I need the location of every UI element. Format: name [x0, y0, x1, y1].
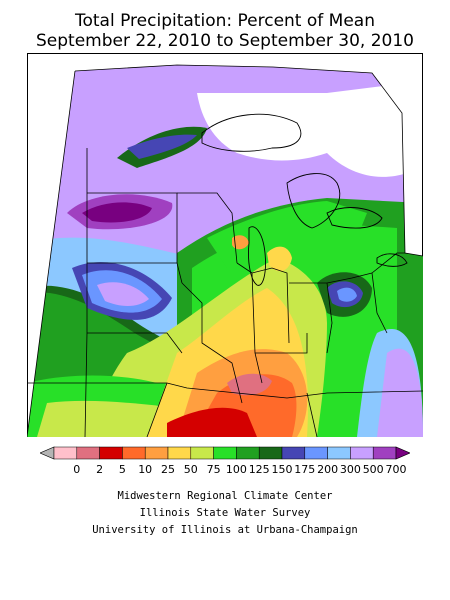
- state-boundaries: [27, 64, 423, 437]
- credit-line-1: Midwestern Regional Climate Center: [117, 490, 333, 502]
- legend-swatch: [53, 446, 78, 460]
- legend-swatch: [281, 446, 306, 460]
- legend-swatch: [144, 446, 169, 460]
- legend-tick-label: 5: [118, 463, 126, 476]
- legend-tick-label: 50: [183, 463, 198, 476]
- legend-swatch: [190, 446, 214, 460]
- legend-tick-label: 100: [225, 463, 247, 476]
- legend-swatch: [350, 446, 374, 460]
- legend-tick-label: 700: [385, 463, 407, 476]
- legend-tick-label: 150: [271, 463, 293, 476]
- legend-tick-label: 0: [73, 463, 81, 476]
- legend-tick-label: 175: [294, 463, 316, 476]
- precipitation-contours: [27, 65, 423, 437]
- legend-tick-label: 75: [206, 463, 221, 476]
- legend-swatch: [213, 446, 237, 460]
- legend-swatch: [304, 446, 328, 460]
- credit-line-3: University of Illinois at Urbana-Champai…: [92, 524, 358, 536]
- legend-tick-label: 10: [138, 463, 153, 476]
- legend-tick-label: 125: [248, 463, 270, 476]
- map-title-line1: Total Precipitation: Percent of Mean: [75, 11, 375, 31]
- precipitation-map: [27, 53, 423, 437]
- legend-swatch: [76, 446, 100, 460]
- credit-line-2: Illinois State Water Survey: [139, 507, 311, 519]
- great-lakes: [201, 113, 408, 286]
- legend-tick-label: 500: [362, 463, 384, 476]
- legend-arrow-right: [395, 446, 410, 460]
- legend-tick-label: 300: [339, 463, 361, 476]
- legend-arrow-left: [40, 446, 55, 460]
- legend-tick-label: 2: [96, 463, 104, 476]
- map-title-line2: September 22, 2010 to September 30, 2010: [35, 31, 415, 51]
- legend-swatch: [258, 446, 283, 460]
- legend-tick-label: 200: [317, 463, 339, 476]
- legend-swatch: [327, 446, 351, 460]
- legend-swatch: [372, 446, 397, 460]
- legend-swatch: [122, 446, 146, 460]
- legend-tick-label: 25: [161, 463, 175, 476]
- legend-swatch: [167, 446, 192, 460]
- legend-swatch: [99, 446, 123, 460]
- legend-swatch: [236, 446, 260, 460]
- color-scale-legend: [40, 446, 410, 460]
